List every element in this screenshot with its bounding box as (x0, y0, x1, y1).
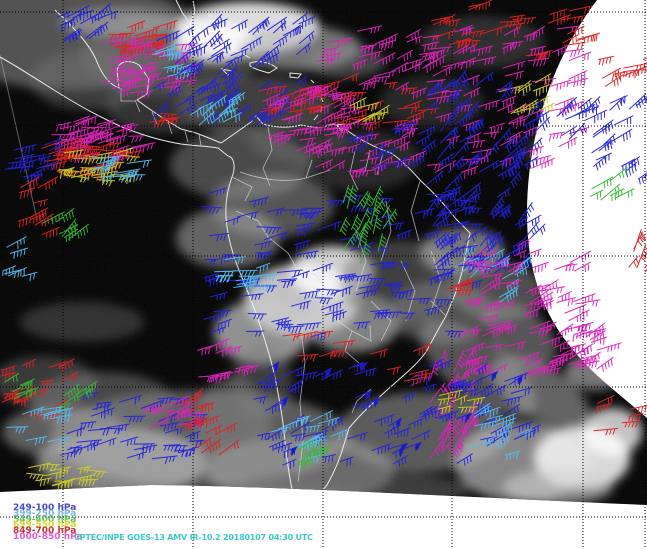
legend-item: 399-250 hPa (13, 508, 77, 519)
legend-item: 699-550 hPa (13, 520, 77, 531)
legend-item: 249-100 hPa (13, 503, 77, 513)
legend-item: 849-700 hPa (13, 526, 77, 537)
scan-edge-line (0, 54, 37, 216)
wind-barbs (0, 0, 647, 490)
legend-item: 549-400 hPa (13, 514, 77, 525)
product-credit: CPTEC/INPE GOES-13 AMV IR-10.2 20180107 … (74, 533, 313, 542)
legend-item: 1000-850 hPa (13, 532, 83, 542)
